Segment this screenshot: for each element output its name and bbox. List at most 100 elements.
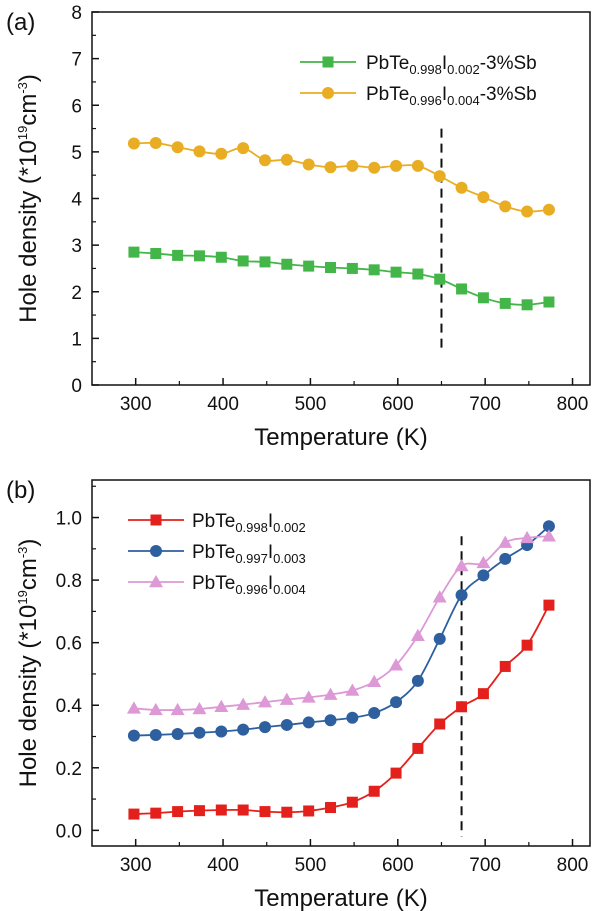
y-tick-label: 5 [71, 143, 82, 164]
data-point [520, 530, 535, 544]
data-point [214, 699, 229, 713]
data-point [541, 529, 556, 542]
data-point [303, 260, 315, 272]
data-point [259, 256, 271, 268]
y-tick-label: 0.4 [56, 696, 83, 717]
y-tick-label: 0.2 [56, 759, 82, 780]
data-point [433, 632, 446, 645]
data-point [302, 158, 315, 171]
data-point [412, 268, 424, 280]
legend-entry: PbTe0.997I0.003 [128, 542, 306, 566]
data-point [171, 141, 184, 154]
data-point [237, 142, 250, 155]
data-point [172, 806, 184, 818]
chart-panel-a: 300 400 500 600 700 800 0 1 2 3 4 5 6 7 8 Temperature (… [6, 3, 591, 451]
data-point [301, 690, 316, 703]
legend-entry: PbTe0.996I0.004-3%Sb [300, 84, 537, 108]
data-point [324, 161, 337, 174]
data-point [193, 726, 206, 739]
data-point [148, 702, 163, 716]
data-point [433, 170, 446, 183]
data-point [258, 721, 271, 734]
panel-label: (a) [6, 9, 35, 36]
data-point [193, 805, 205, 817]
panel-label: (b) [6, 477, 35, 504]
data-point [499, 660, 511, 672]
x-tick-label: 700 [469, 855, 501, 876]
y-tick-label: 0 [71, 376, 82, 397]
data-point [543, 599, 555, 611]
data-point [128, 246, 140, 258]
data-point [368, 707, 381, 720]
data-point [150, 248, 162, 260]
x-tick-label: 700 [469, 394, 501, 415]
data-point [127, 729, 140, 742]
legend-label: PbTe0.997I0.003 [192, 542, 306, 566]
data-point [390, 767, 402, 779]
data-point [281, 258, 293, 270]
data-point [193, 250, 205, 262]
data-point [521, 299, 533, 311]
y-tick-label: 3 [71, 236, 82, 257]
data-point [498, 535, 513, 548]
data-point [170, 702, 185, 716]
data-point [542, 203, 555, 216]
y-tick-label: 7 [71, 50, 82, 71]
series-square [128, 246, 555, 311]
data-point [149, 137, 162, 150]
data-point [389, 658, 404, 671]
data-point [390, 266, 402, 278]
data-point [456, 283, 468, 295]
x-tick-label: 300 [120, 394, 152, 415]
x-tick-label: 600 [382, 855, 414, 876]
y-tick-label: 1 [71, 329, 82, 350]
y-tick-label: 0.0 [56, 821, 82, 842]
data-point [432, 590, 447, 603]
legend-entry: PbTe0.996I0.004 [128, 573, 306, 597]
data-point [258, 154, 271, 167]
y-tick-label: 1.0 [56, 509, 82, 530]
x-tick-label: 400 [207, 855, 239, 876]
data-point [215, 147, 228, 160]
data-point [149, 728, 162, 741]
legend-label: PbTe0.998I0.002 [192, 511, 306, 535]
data-point [410, 628, 425, 642]
data-point [456, 701, 468, 713]
x-axis-title: Temperature (K) [254, 424, 427, 451]
y-tick-label: 4 [71, 190, 82, 211]
series-circle [127, 520, 555, 742]
y-axis-title: Hole density (*1019cm-3) [15, 539, 42, 788]
x-tick-label: 800 [557, 394, 589, 415]
data-point [542, 520, 555, 533]
y-tick-label: 0.8 [56, 571, 82, 592]
data-point [171, 728, 184, 741]
data-point [323, 687, 338, 700]
data-point [215, 725, 228, 738]
data-point [346, 796, 358, 808]
legend-label: PbTe0.998I0.002-3%Sb [366, 53, 537, 77]
data-point [237, 723, 250, 736]
x-tick-label: 500 [295, 394, 327, 415]
data-point [499, 552, 512, 565]
data-point [476, 555, 491, 569]
data-point [172, 249, 184, 261]
data-point [455, 181, 468, 194]
data-point [215, 251, 227, 263]
data-point [521, 205, 534, 218]
data-point [412, 742, 424, 754]
y-tick-label: 8 [71, 3, 82, 24]
legend-marker [322, 56, 334, 68]
chart-panel-b: 300 400 500 600 700 800 0.0 0.2 0.4 0.6 0.8 1.0 Temp… [6, 477, 591, 911]
data-point [257, 695, 272, 708]
data-point [237, 255, 249, 267]
data-point [302, 716, 315, 729]
x-tick-label: 500 [295, 855, 327, 876]
data-point [346, 711, 359, 724]
data-point [215, 804, 227, 816]
data-point [411, 159, 424, 172]
data-point [192, 701, 207, 715]
data-point [236, 697, 251, 710]
data-point [543, 296, 555, 308]
x-tick-label: 800 [557, 855, 589, 876]
